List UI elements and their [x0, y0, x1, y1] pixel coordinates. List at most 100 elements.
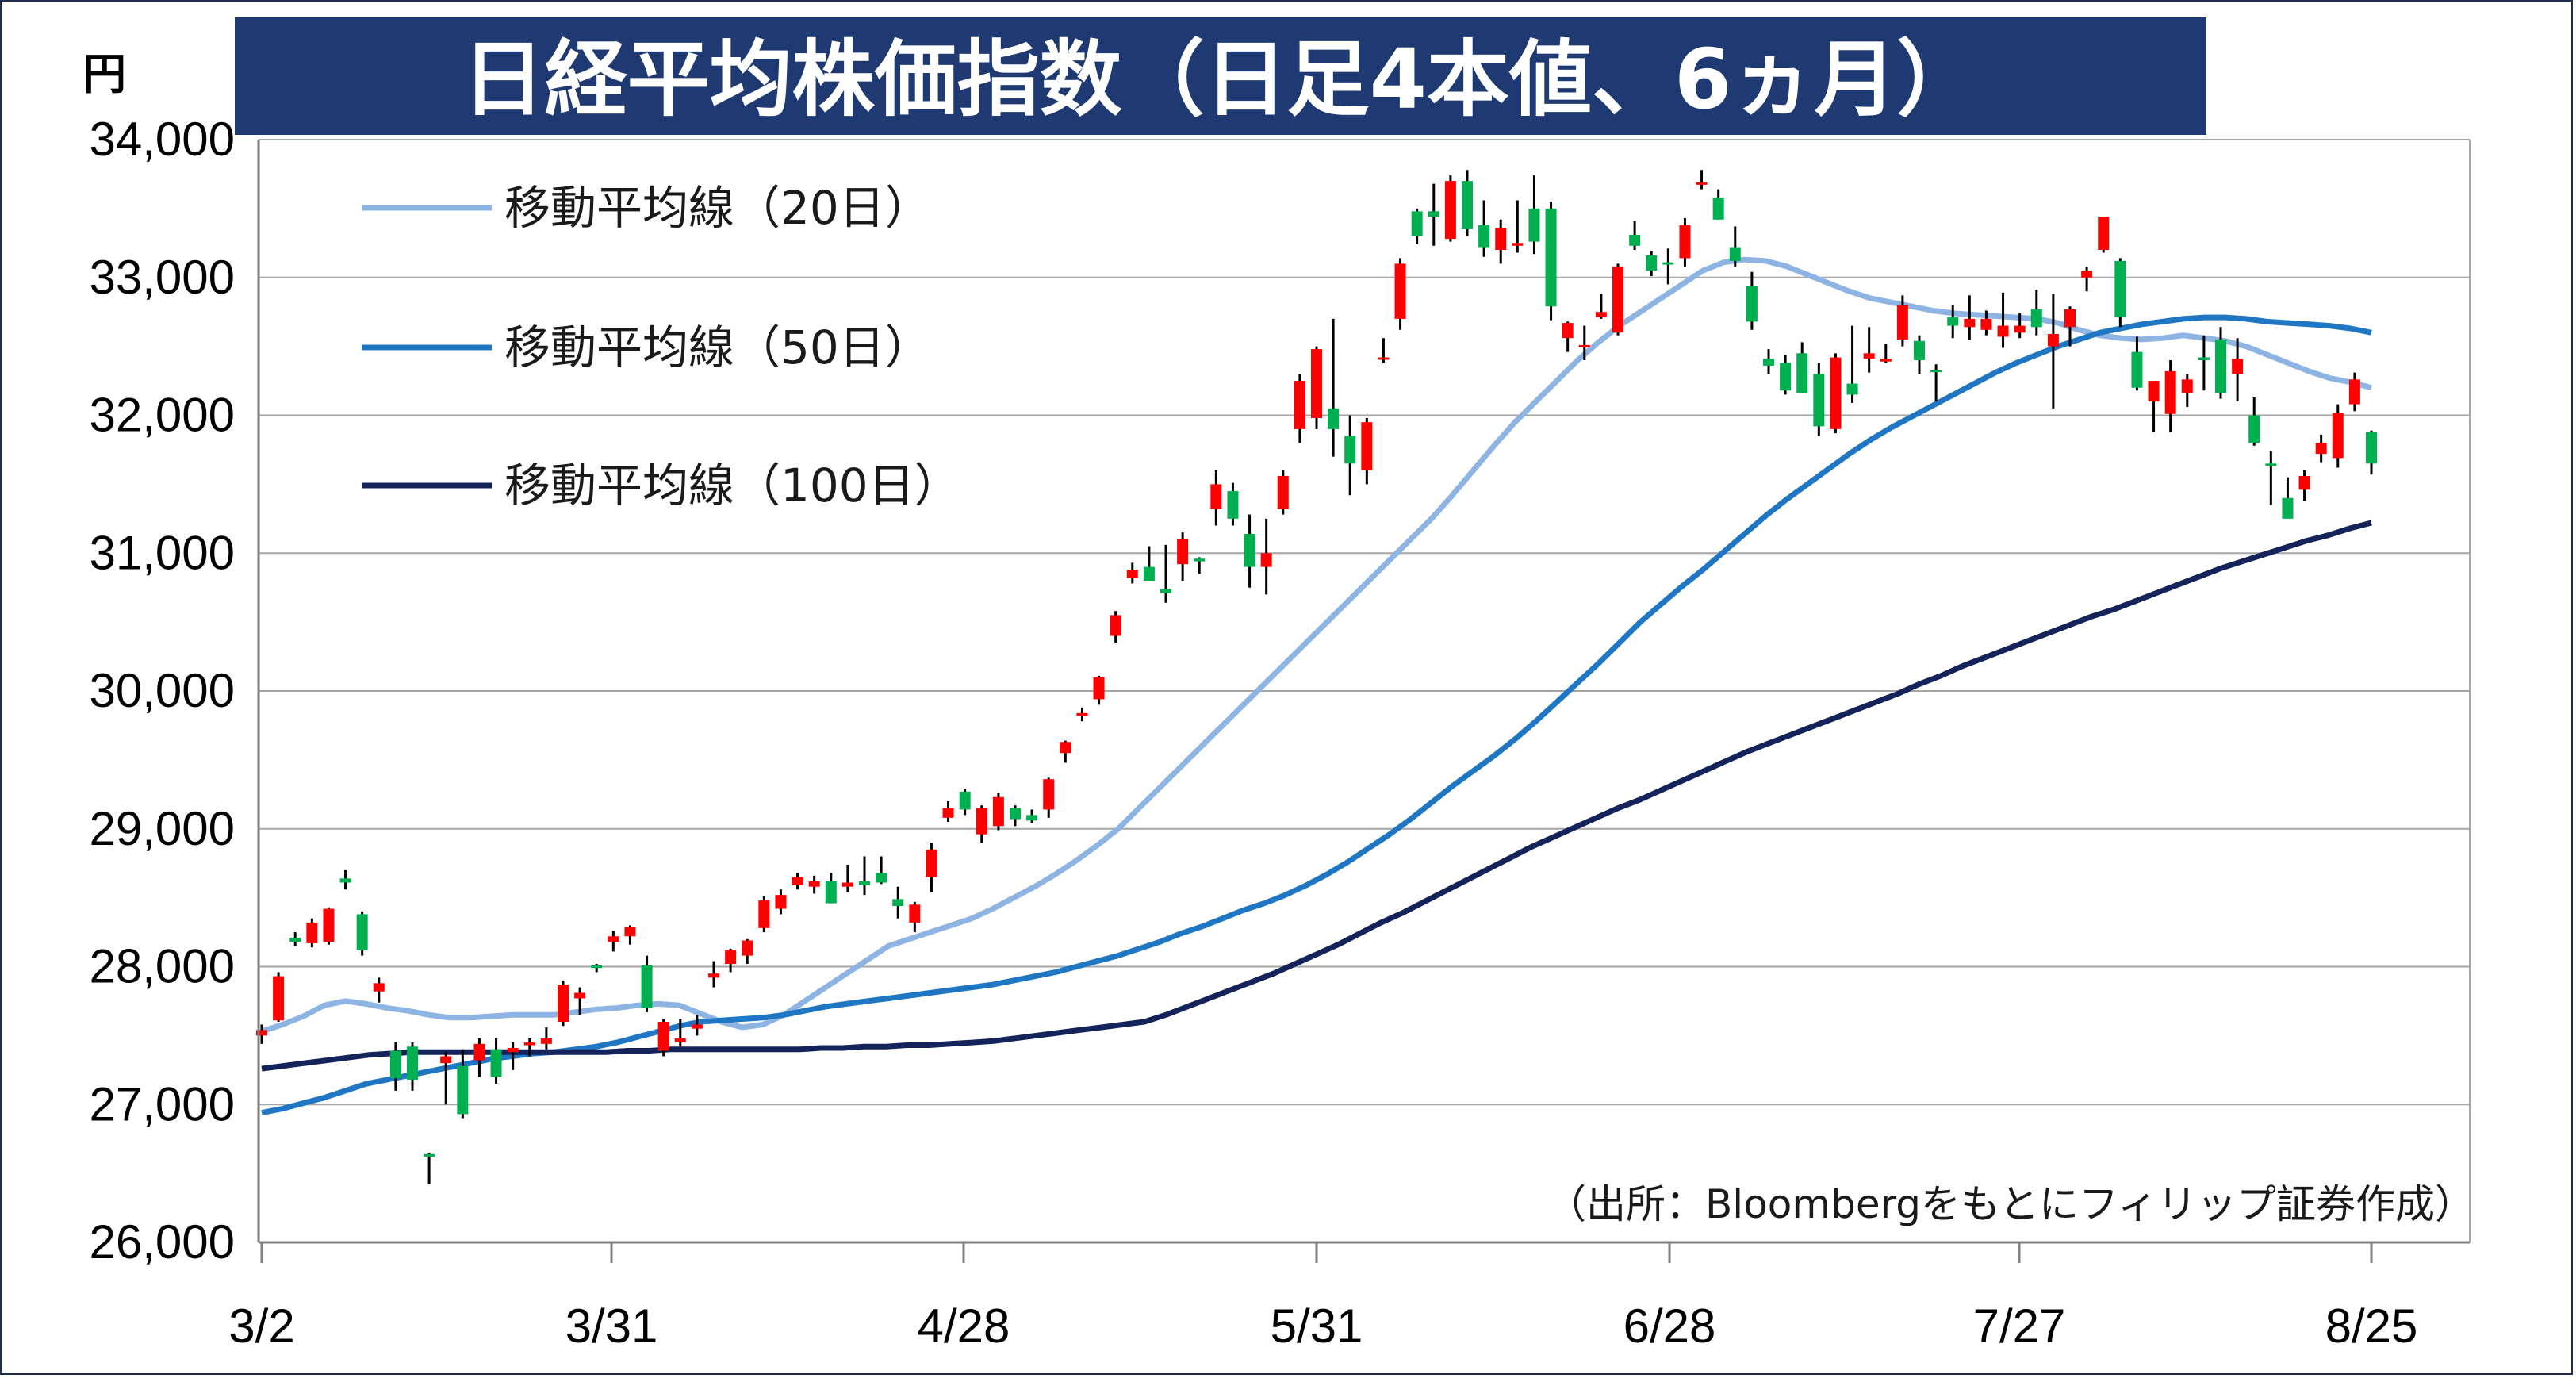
- candle-body: [942, 808, 954, 818]
- candle-body: [523, 1042, 535, 1046]
- x-tick-label: 3/31: [565, 1299, 658, 1353]
- candle-body: [574, 992, 586, 999]
- candle-body: [1210, 484, 1222, 509]
- candle-body: [407, 1046, 418, 1080]
- candle-body: [657, 1022, 669, 1051]
- y-axis-ticks: 26,000 27,000 28,000 29,000 30,000 31,000 32,0…: [89, 113, 235, 1269]
- candle-body: [2164, 370, 2176, 414]
- y-tick-label: 34,000: [89, 113, 235, 166]
- candle-body: [356, 914, 368, 950]
- candle-body: [1160, 589, 1171, 593]
- candle-body: [2098, 217, 2110, 250]
- candle-body: [1914, 340, 1925, 360]
- candle-body: [1110, 615, 1121, 636]
- candle-body: [473, 1043, 485, 1061]
- candle-body: [1880, 359, 1892, 362]
- candle-body: [373, 983, 385, 992]
- candle-body: [691, 1024, 703, 1029]
- x-tick-label: 4/28: [918, 1299, 1010, 1353]
- candle-body: [1896, 305, 1908, 340]
- candle-body: [1361, 422, 1373, 470]
- candle-body: [1578, 344, 1590, 347]
- candle-body: [1126, 570, 1138, 578]
- candle-body: [708, 973, 719, 978]
- candle-body: [1545, 208, 1557, 307]
- candle-body: [1328, 408, 1340, 429]
- candle-body: [507, 1048, 519, 1053]
- candle-body: [1244, 533, 1255, 567]
- candle-body: [1076, 712, 1088, 716]
- candle-body: [2014, 325, 2026, 333]
- candle-body: [289, 938, 301, 942]
- candle-body: [2298, 475, 2310, 490]
- candle-body: [2315, 443, 2327, 455]
- candle-body: [992, 796, 1004, 827]
- candle-body: [1043, 779, 1055, 810]
- candle-body: [1060, 742, 1071, 754]
- candle-body: [758, 900, 770, 928]
- candle-body: [1428, 211, 1439, 217]
- candle-body: [1495, 228, 1507, 250]
- ma100-line: [261, 520, 2372, 1072]
- candle-body: [1830, 357, 1842, 429]
- candle-body: [2131, 351, 2143, 388]
- y-tick-label: 30,000: [89, 664, 235, 717]
- candle-body: [1746, 286, 1758, 322]
- candle-body: [841, 882, 853, 887]
- x-tick-label: 7/27: [1973, 1299, 2066, 1353]
- candle-body: [1813, 374, 1825, 427]
- candle-body: [1863, 353, 1875, 359]
- candle-body: [892, 899, 904, 907]
- legend-label-ma20: 移動平均線（20日）: [504, 181, 931, 235]
- y-tick-label: 26,000: [89, 1215, 235, 1269]
- candle-body: [792, 877, 803, 885]
- legend-label-ma50: 移動平均線（50日）: [504, 321, 931, 374]
- candle-body: [558, 985, 569, 1022]
- candle-body: [775, 895, 787, 909]
- candle-body: [1194, 558, 1206, 562]
- candle-body: [876, 873, 887, 883]
- candle-body: [1612, 266, 1623, 333]
- candle-body: [1227, 491, 1239, 519]
- candle-body: [457, 1065, 469, 1115]
- candle-body: [2114, 260, 2126, 318]
- x-tick-label: 3/2: [228, 1299, 294, 1353]
- x-tick-label: 8/25: [2325, 1299, 2418, 1353]
- candle-body: [2064, 309, 2076, 328]
- chart-title: 日経平均株価指数（日足4本値、6ヵ月）: [462, 31, 1980, 128]
- candle-body: [490, 1049, 502, 1077]
- candle-body: [608, 936, 619, 942]
- candle-body: [440, 1056, 452, 1064]
- candle-body: [1444, 181, 1456, 240]
- x-tick-label: 6/28: [1623, 1299, 1716, 1353]
- candle-body: [1026, 815, 1038, 821]
- candle-body: [1512, 243, 1524, 246]
- candle-body: [306, 922, 318, 943]
- y-tick-label: 27,000: [89, 1077, 235, 1130]
- candle-body: [1093, 677, 1105, 700]
- candle-body: [1997, 325, 2009, 337]
- y-axis-unit: 円: [83, 49, 126, 99]
- candle-body: [674, 1038, 686, 1043]
- candle-body: [2265, 463, 2277, 466]
- x-axis-ticks: 3/2 3/31 4/28 5/31 6/28 7/27 8/25: [228, 1242, 2417, 1353]
- candle-body: [1679, 225, 1691, 259]
- y-tick-label: 31,000: [89, 526, 235, 579]
- gridlines: [259, 139, 2470, 1106]
- candle-body: [725, 950, 737, 965]
- candle-body: [1378, 357, 1390, 360]
- x-tick-label: 5/31: [1271, 1299, 1363, 1353]
- candle-body: [591, 965, 603, 969]
- candle-body: [1980, 318, 1992, 330]
- candle-body: [1629, 234, 1641, 246]
- legend-label-ma100: 移動平均線（100日）: [504, 459, 960, 512]
- candle-body: [2047, 333, 2059, 347]
- y-tick-label: 32,000: [89, 389, 235, 442]
- candle-body: [1478, 225, 1490, 248]
- candle-body: [742, 940, 753, 956]
- candle-body: [1260, 553, 1272, 567]
- candle-body: [1010, 808, 1021, 820]
- title-banner: [235, 17, 2206, 135]
- candle-body: [1846, 383, 1858, 395]
